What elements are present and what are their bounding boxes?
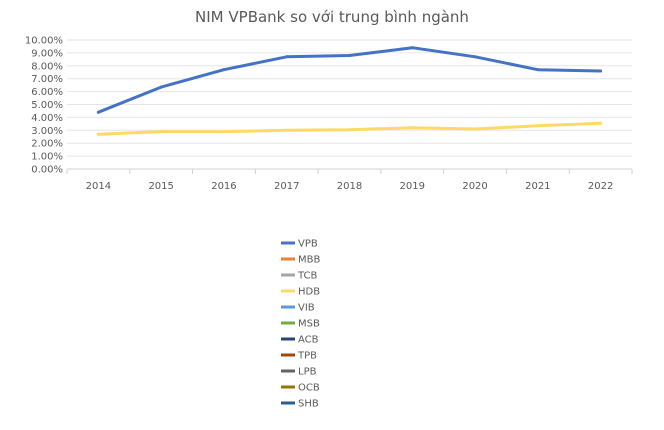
data-point bbox=[348, 53, 351, 57]
y-tick-label: 7.00% bbox=[31, 74, 63, 85]
data-point bbox=[222, 68, 226, 72]
legend-item-mbb: MBB bbox=[281, 255, 320, 266]
y-axis: 0.00% 1.00% 2.00% 3.00% 4.00% 5.00% 6.00% 7.00%… bbox=[25, 36, 63, 176]
data-point bbox=[536, 68, 540, 72]
series-vpb bbox=[96, 46, 603, 114]
series-hdb bbox=[96, 121, 603, 136]
legend-label: VPB bbox=[298, 239, 318, 250]
x-tick-label: 2019 bbox=[400, 181, 425, 192]
data-point bbox=[96, 110, 100, 114]
series-lines bbox=[96, 46, 603, 136]
legend-item-ocb: OCB bbox=[281, 383, 320, 394]
legend-label: TCB bbox=[297, 271, 318, 282]
x-tick-label: 2022 bbox=[588, 181, 613, 192]
legend-item-acb: ACB bbox=[281, 335, 319, 346]
legend-label: OCB bbox=[298, 383, 320, 394]
y-tick-label: 8.00% bbox=[31, 61, 63, 72]
y-tick-label: 6.00% bbox=[31, 87, 63, 98]
y-tick-label: 4.00% bbox=[31, 113, 63, 124]
legend-label: MSB bbox=[298, 319, 320, 330]
data-point bbox=[410, 126, 414, 130]
data-point bbox=[222, 130, 226, 134]
y-tick-label: 1.00% bbox=[31, 152, 63, 163]
legend-item-tcb: TCB bbox=[281, 271, 318, 282]
legend-item-shb: SHB bbox=[281, 399, 319, 410]
legend-label: HDB bbox=[298, 287, 320, 298]
x-tick-label: 2018 bbox=[337, 181, 362, 192]
y-tick-label: 0.00% bbox=[31, 165, 63, 176]
data-point bbox=[348, 128, 351, 132]
data-point bbox=[285, 55, 289, 59]
data-point bbox=[473, 55, 477, 59]
legend-label: LPB bbox=[298, 367, 317, 378]
y-tick-label: 9.00% bbox=[31, 48, 63, 59]
gridlines bbox=[67, 39, 632, 170]
x-axis: 2014 2015 2016 2017 2018 2019 2020 2021 2022 bbox=[66, 169, 633, 192]
chart-title: NIM VPBank so với trung bình ngành bbox=[195, 8, 469, 26]
data-point bbox=[159, 85, 163, 89]
data-point bbox=[599, 69, 603, 73]
series-line bbox=[96, 46, 603, 114]
legend-item-tpb: TPB bbox=[281, 351, 317, 362]
data-point bbox=[159, 130, 163, 134]
legend-item-hdb: HDB bbox=[281, 287, 320, 298]
data-point bbox=[285, 128, 289, 132]
x-tick-label: 2015 bbox=[148, 181, 173, 192]
legend-label: VIB bbox=[298, 303, 315, 314]
y-tick-label: 2.00% bbox=[31, 139, 63, 150]
legend-item-msb: MSB bbox=[281, 319, 320, 330]
y-tick-label: 5.00% bbox=[31, 100, 63, 111]
data-point bbox=[599, 121, 603, 125]
legend-item-vib: VIB bbox=[281, 303, 315, 314]
x-tick-label: 2020 bbox=[462, 181, 487, 192]
legend-label: SHB bbox=[298, 399, 319, 410]
legend: VPB MBB TCB HDB VIB MSB ACB TPB LPB OCB SHB bbox=[281, 239, 320, 410]
data-point bbox=[410, 46, 414, 50]
x-tick-label: 2017 bbox=[274, 181, 299, 192]
x-tick-label: 2016 bbox=[211, 181, 236, 192]
legend-label: ACB bbox=[298, 335, 319, 346]
data-point bbox=[96, 132, 100, 136]
data-point bbox=[473, 127, 477, 131]
x-tick-label: 2021 bbox=[525, 181, 550, 192]
legend-item-lpb: LPB bbox=[281, 367, 317, 378]
x-tick-label: 2014 bbox=[86, 181, 111, 192]
legend-label: TPB bbox=[297, 351, 317, 362]
data-point bbox=[536, 124, 540, 128]
legend-label: MBB bbox=[298, 255, 320, 266]
y-tick-label: 10.00% bbox=[25, 36, 63, 47]
legend-item-vpb: VPB bbox=[281, 239, 318, 250]
y-tick-label: 3.00% bbox=[31, 126, 63, 137]
